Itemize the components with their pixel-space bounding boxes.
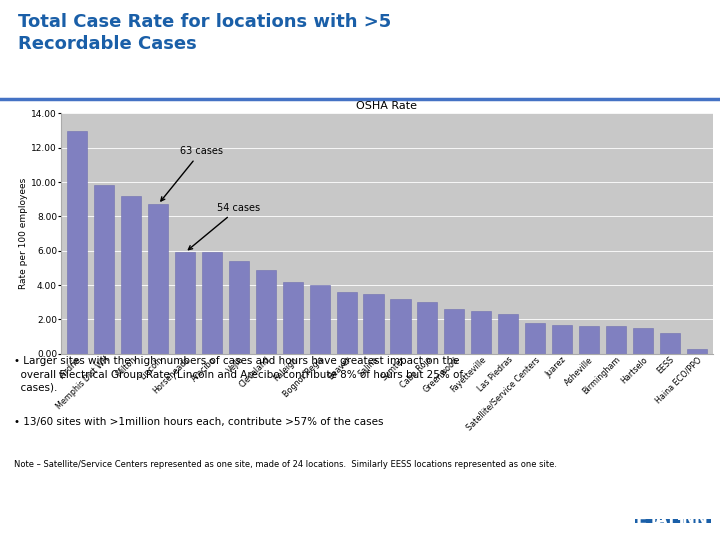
Bar (687, 348, 707, 354)
Text: 54 cases: 54 cases (189, 203, 261, 249)
Bar (310, 285, 330, 354)
Bar (498, 314, 518, 354)
Bar (444, 309, 464, 354)
Bar (525, 323, 545, 354)
Bar (148, 204, 168, 354)
Text: E: E (689, 510, 702, 529)
Bar (175, 252, 195, 354)
Bar (635, 519, 711, 523)
Bar (229, 261, 249, 354)
Text: A: A (655, 511, 667, 529)
Bar (364, 294, 384, 354)
Text: 19: 19 (11, 513, 27, 526)
Text: T: T (675, 511, 687, 529)
Bar (390, 299, 410, 354)
Text: 63 cases: 63 cases (161, 146, 222, 201)
Bar (256, 269, 276, 354)
Bar (94, 186, 114, 354)
Bar (283, 282, 303, 354)
Bar (660, 333, 680, 354)
Y-axis label: Rate per 100 employees: Rate per 100 employees (19, 178, 28, 289)
Text: • Larger sites with the high numbers of cases and hours have greatest impact on : • Larger sites with the high numbers of … (14, 356, 464, 393)
Bar (67, 131, 87, 354)
Bar (336, 292, 356, 354)
Text: N: N (694, 511, 708, 529)
Text: E·T·N: E·T·N (651, 512, 696, 527)
Bar (633, 328, 653, 354)
Bar (202, 252, 222, 354)
Bar (552, 325, 572, 354)
Text: • 13/60 sites with >1million hours each, contribute >57% of the cases: • 13/60 sites with >1million hours each,… (14, 417, 384, 427)
Bar (471, 311, 491, 354)
Text: Note – Satellite/Service Centers represented as one site, made of 24 locations. : Note – Satellite/Service Centers represe… (14, 460, 557, 469)
Text: Total Case Rate for locations with >5
Recordable Cases: Total Case Rate for locations with >5 Re… (18, 13, 391, 53)
Bar (121, 196, 141, 354)
Bar (579, 326, 599, 354)
Title: OSHA Rate: OSHA Rate (356, 101, 418, 111)
Text: E: E (636, 511, 647, 529)
Bar (606, 326, 626, 354)
Bar (418, 302, 438, 354)
